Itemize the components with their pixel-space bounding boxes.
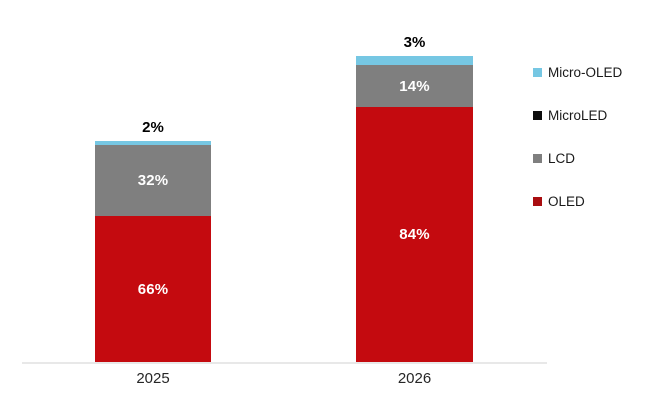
x-axis-line (22, 362, 547, 364)
data-label-micro-oled-2025: 2% (142, 119, 164, 136)
legend-label-oled: OLED (548, 193, 585, 209)
legend: Micro-OLED MicroLED LCD OLED (533, 64, 622, 209)
data-label-lcd-2025: 32% (137, 172, 169, 189)
legend-swatch-microled (533, 110, 542, 120)
data-label-micro-oled-2026: 3% (403, 34, 426, 51)
segment-lcd-2026: 14% (356, 65, 473, 107)
data-label-oled-2026: 84% (399, 226, 430, 243)
category-label-2025: 2025 (136, 370, 170, 387)
data-label-lcd-2026: 14% (399, 77, 430, 95)
legend-item-lcd: LCD (533, 150, 622, 166)
data-label-oled-2025: 66% (137, 280, 169, 298)
segment-oled-2025: 66% (95, 216, 211, 362)
legend-swatch-lcd (533, 153, 542, 163)
segment-lcd-2025: 32% (95, 145, 211, 216)
segment-oled-2026: 84% (356, 107, 473, 362)
legend-swatch-oled (533, 196, 542, 206)
segment-micro-oled-2026 (356, 56, 473, 65)
legend-item-micro-oled: Micro-OLED (533, 64, 622, 80)
legend-item-microled: MicroLED (533, 107, 622, 123)
legend-label-lcd: LCD (548, 150, 576, 166)
legend-swatch-micro-oled (533, 67, 542, 77)
legend-item-oled: OLED (533, 193, 622, 209)
legend-label-micro-oled: Micro-OLED (548, 64, 623, 80)
legend-label-microled: MicroLED (548, 107, 608, 123)
category-label-2026: 2026 (397, 370, 432, 387)
segment-micro-oled-2025 (95, 141, 211, 145)
